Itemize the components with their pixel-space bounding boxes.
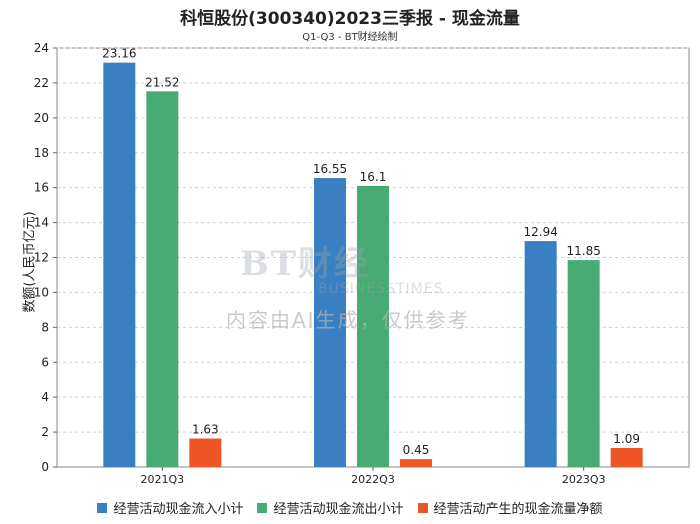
bar-value-label: 16.1 bbox=[360, 170, 387, 184]
bar bbox=[524, 241, 557, 467]
y-tick-label: 14 bbox=[34, 216, 49, 230]
bar bbox=[357, 185, 389, 467]
legend-item: 经营活动现金流出小计 bbox=[257, 498, 404, 517]
legend-swatch bbox=[417, 502, 428, 513]
y-tick-label: 6 bbox=[41, 355, 49, 369]
bar-value-label: 12.94 bbox=[523, 225, 557, 239]
y-tick-label: 0 bbox=[41, 460, 49, 474]
y-tick-label: 18 bbox=[34, 146, 49, 160]
y-tick-label: 4 bbox=[41, 390, 49, 404]
legend-label: 经营活动产生的现金流量净额 bbox=[433, 502, 603, 517]
chart-legend: 经营活动现金流入小计 经营活动现金流出小计 经营活动产生的现金流量净额 bbox=[0, 498, 700, 517]
legend-item: 经营活动现金流入小计 bbox=[97, 498, 243, 517]
chart-title: 科恒股份(300340)2023三季报 - 现金流量 bbox=[180, 9, 520, 29]
bar bbox=[189, 438, 222, 467]
legend-label: 经营活动现金流出小计 bbox=[273, 502, 404, 517]
legend-swatch bbox=[257, 502, 268, 513]
bar bbox=[400, 459, 432, 467]
y-tick-label: 12 bbox=[34, 251, 49, 265]
x-tick-label: 2022Q3 bbox=[351, 473, 395, 486]
y-tick-label: 24 bbox=[34, 41, 49, 55]
y-tick-label: 2 bbox=[41, 425, 49, 439]
legend-label: 经营活动现金流入小计 bbox=[113, 502, 244, 517]
x-tick-label: 2023Q3 bbox=[562, 473, 606, 486]
bar bbox=[567, 260, 600, 467]
bar-value-label: 16.55 bbox=[313, 162, 347, 176]
bar bbox=[610, 447, 643, 467]
chart-subtitle: Q1-Q3 - BT财经绘制 bbox=[302, 32, 398, 43]
bar bbox=[146, 91, 179, 468]
bar-value-label: 23.16 bbox=[102, 47, 136, 61]
bar-value-label: 1.63 bbox=[192, 423, 219, 437]
y-tick-label: 22 bbox=[34, 76, 49, 90]
watermark-disclaimer: 内容由AI生成，仅供参考 bbox=[226, 308, 470, 332]
legend-item: 经营活动产生的现金流量净额 bbox=[417, 498, 603, 517]
bar bbox=[314, 178, 346, 468]
y-tick-label: 10 bbox=[34, 285, 49, 299]
bar-value-label: 0.45 bbox=[403, 443, 430, 457]
legend-swatch bbox=[97, 502, 108, 513]
x-tick-label: 2021Q3 bbox=[141, 473, 185, 486]
y-tick-label: 8 bbox=[41, 320, 49, 334]
bar-value-label: 1.09 bbox=[613, 432, 640, 446]
bar-value-label: 11.85 bbox=[566, 244, 600, 258]
y-tick-label: 20 bbox=[34, 111, 49, 125]
y-tick-label: 16 bbox=[34, 181, 49, 195]
bar-value-label: 21.52 bbox=[145, 75, 179, 89]
bar bbox=[103, 62, 136, 467]
